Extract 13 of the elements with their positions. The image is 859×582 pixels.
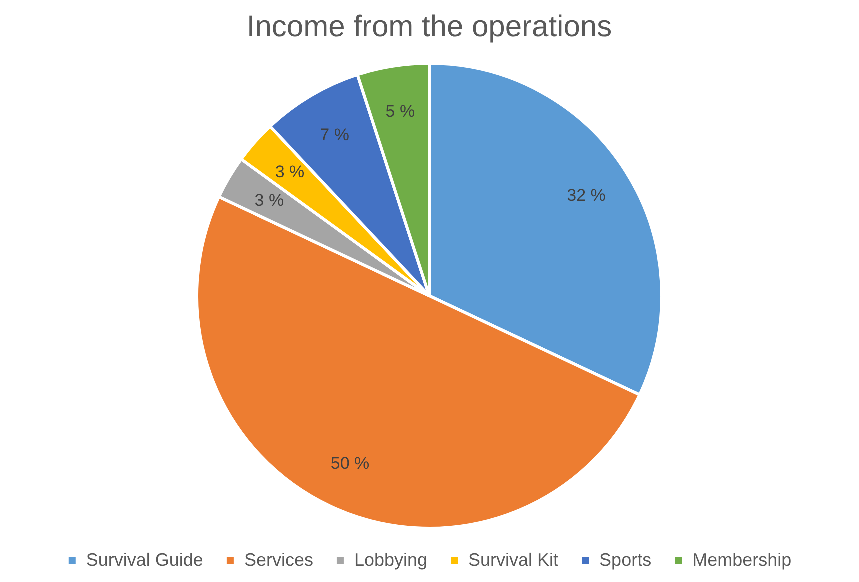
legend-label: Membership bbox=[692, 550, 792, 570]
legend-label: Sports bbox=[600, 550, 652, 570]
data-label: 7 % bbox=[320, 126, 350, 145]
data-label: 50 % bbox=[330, 454, 370, 473]
legend-label: Survival Kit bbox=[468, 550, 559, 570]
chart-title: Income from the operations bbox=[246, 10, 612, 44]
data-label: 32 % bbox=[567, 186, 606, 206]
data-label: 3 % bbox=[254, 191, 284, 210]
legend-label: Lobbying bbox=[354, 550, 428, 570]
legend-label: Services bbox=[244, 550, 314, 570]
data-label: 3 % bbox=[275, 162, 305, 182]
data-label: 5 % bbox=[386, 102, 416, 121]
legend-label: Survival Guide bbox=[86, 550, 204, 570]
